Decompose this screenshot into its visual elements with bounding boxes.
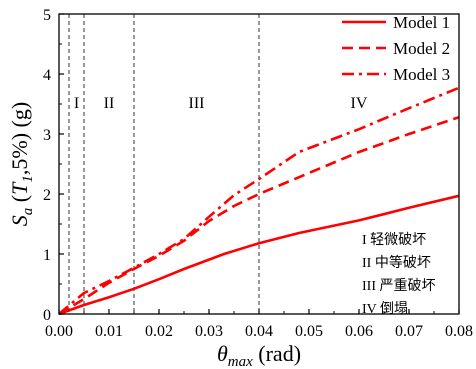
- legend-label: Model 1: [393, 13, 450, 32]
- y-axis-label: Sa (T1,5%) (g): [7, 102, 36, 226]
- x-tick-label: 0.03: [195, 323, 223, 340]
- y-axis-ticks: 0 1 2 3 4 5: [43, 7, 64, 324]
- x-tick-label: 0.01: [95, 323, 123, 340]
- series-line-model-3: [58, 86, 460, 315]
- damage-state-legend-item: III 严重破坏: [362, 278, 436, 294]
- damage-region-label: I: [74, 95, 79, 112]
- x-tick-label: 0.07: [395, 323, 423, 340]
- x-tick-label: 0.08: [445, 323, 473, 340]
- y-tick-label: 3: [43, 127, 51, 144]
- x-axis-label-unit: (rad): [253, 341, 301, 366]
- damage-state-legend-item: II 中等破坏: [362, 254, 431, 271]
- damage-state-legend-item: IV 倒塌: [362, 301, 408, 317]
- x-axis-ticks: 0.00 0.01 0.02 0.03 0.04 0.05 0.06 0.07 0.08: [45, 309, 473, 340]
- series-line-model-2: [58, 115, 460, 316]
- y-axis-label-symbol: S: [7, 215, 32, 226]
- y-axis-label-rest: ,5%) (g): [7, 102, 32, 175]
- x-axis-label: θmax (rad): [217, 341, 301, 369]
- damage-state-legend-item: I 轻微破坏: [362, 232, 426, 248]
- x-tick-label: 0.06: [345, 323, 373, 340]
- y-tick-label: 4: [43, 67, 51, 84]
- x-tick-label: 0.00: [45, 323, 73, 340]
- x-tick-label: 0.05: [295, 323, 323, 340]
- damage-region-label: IV: [351, 95, 368, 112]
- x-axis-label-subscript: max: [228, 354, 253, 369]
- y-axis-label-subscript: a: [20, 208, 36, 216]
- damage-region-label: III: [189, 95, 205, 112]
- damage-state-legend: I 轻微破坏 II 中等破坏 III 严重破坏 IV 倒塌: [362, 232, 436, 317]
- y-axis-label-open: (: [7, 195, 32, 208]
- damage-region-labels: I II III IV: [74, 95, 368, 112]
- x-tick-label: 0.02: [145, 323, 173, 340]
- series-line-model-1: [58, 194, 460, 316]
- legend-entry: Model 2: [342, 39, 450, 58]
- series-lines: [58, 86, 460, 316]
- legend-entry: Model 1: [342, 13, 450, 32]
- damage-region-label: II: [104, 95, 115, 112]
- y-axis-label-period-symbol: T: [7, 181, 32, 195]
- legend: Model 1 Model 2 Model 3: [342, 13, 450, 84]
- legend-entry: Model 3: [342, 65, 450, 84]
- y-tick-label: 1: [43, 247, 51, 264]
- y-axis-label-period-subscript: 1: [20, 175, 36, 183]
- y-tick-label: 0: [43, 307, 51, 324]
- x-axis-label-symbol: θ: [217, 341, 228, 366]
- legend-label: Model 2: [393, 39, 450, 58]
- y-tick-label: 2: [43, 187, 51, 204]
- y-tick-label: 5: [43, 7, 51, 24]
- x-tick-label: 0.04: [245, 323, 273, 340]
- legend-label: Model 3: [393, 65, 450, 84]
- damage-threshold-lines: [68, 14, 260, 314]
